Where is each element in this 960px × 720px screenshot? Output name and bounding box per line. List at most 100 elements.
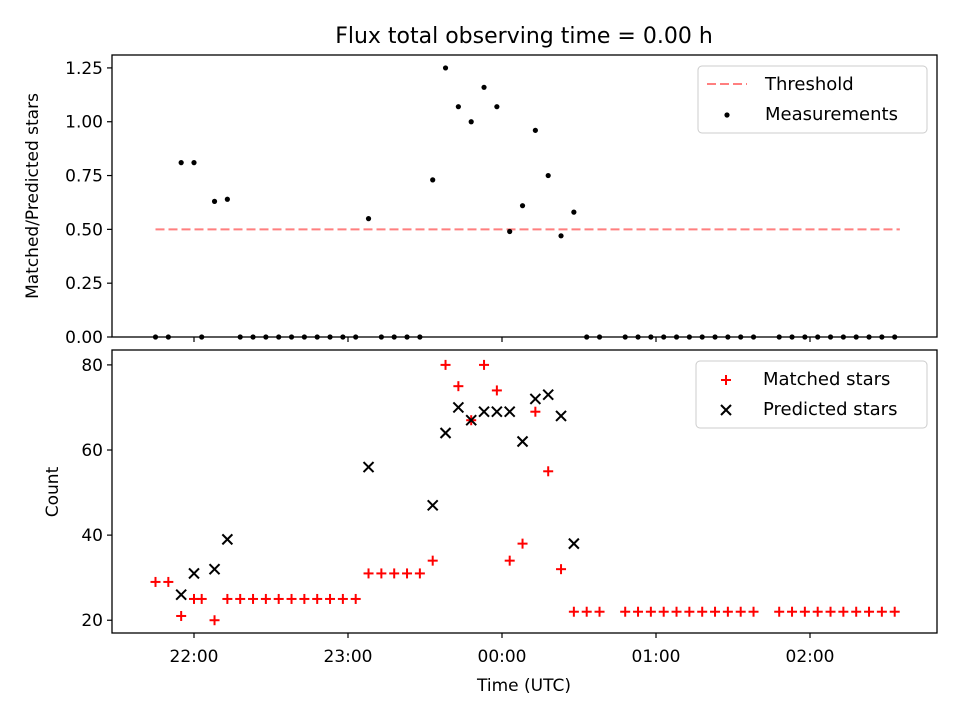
matched-star-point: [235, 593, 246, 604]
measurement-point: [237, 334, 243, 340]
measurement-point: [327, 334, 333, 340]
measurement-point: [840, 334, 846, 340]
matched-star-point: [427, 555, 438, 566]
measurement-point: [391, 334, 397, 340]
top-panel: Flux total observing time = 0.00 h Match…: [23, 24, 938, 348]
legend-predicted-label: Predicted stars: [763, 399, 897, 420]
legend-measurements-label: Measurements: [765, 104, 898, 125]
bottom-legend: Matched stars Predicted stars: [695, 360, 928, 429]
measurement-point: [211, 198, 218, 204]
predicted-star-point: [188, 567, 200, 580]
measurement-point: [738, 334, 744, 340]
matched-star-point: [176, 610, 187, 621]
top-ytick-label: 1.25: [65, 59, 103, 79]
matched-star-point: [376, 568, 387, 579]
measurement-point: [481, 84, 487, 90]
top-y-ticks: 0.00 0.25 0.50 0.75 1.00 1.25: [65, 59, 112, 348]
measurement-point: [199, 334, 205, 340]
top-ytick-label: 0.75: [65, 167, 103, 187]
matched-star-point: [838, 606, 849, 617]
top-ytick-label: 0.00: [65, 328, 103, 348]
bottom-panel: Count Time (UTC) 20 40 60 80 22:00 23:00 00:0…: [43, 349, 938, 696]
measurement-point: [853, 334, 859, 340]
measurement-point: [584, 334, 590, 340]
bottom-ytick-label: 20: [81, 611, 103, 631]
matched-star-point: [209, 615, 220, 626]
measurement-point: [622, 334, 628, 340]
predicted-star-point: [452, 401, 465, 414]
predicted-star-point: [208, 563, 221, 575]
measurement-point: [866, 334, 872, 340]
bottom-xtick-label: 02:00: [786, 647, 835, 667]
legend-matched-swatch: [721, 375, 731, 385]
bottom-xlabel: Time (UTC): [476, 676, 571, 696]
measurement-point: [712, 334, 718, 340]
measurement-point: [571, 209, 577, 215]
matched-star-point: [735, 606, 746, 617]
predicted-star-point: [542, 388, 554, 401]
matched-star-point: [479, 359, 490, 370]
measurement-point: [532, 127, 538, 133]
matched-star-point: [389, 568, 400, 579]
measurement-point: [468, 119, 474, 125]
bottom-plot-frame: [111, 349, 938, 634]
top-legend-box: [697, 65, 928, 134]
measurement-point: [494, 104, 500, 110]
measurement-point: [276, 334, 282, 340]
matched-star-point: [260, 593, 271, 604]
matched-star-point: [504, 555, 515, 566]
measurement-point: [353, 334, 359, 340]
legend-matched-marker: [721, 375, 731, 385]
measurement-point: [673, 334, 680, 340]
measurement-point: [892, 334, 898, 340]
bottom-xtick-label: 23:00: [324, 647, 373, 667]
measurement-point: [263, 334, 269, 340]
legend-matched-label: Matched stars: [763, 369, 890, 390]
legend-predicted-swatch: [720, 404, 732, 416]
measurement-point: [879, 334, 885, 340]
measurement-point: [827, 334, 834, 340]
top-ytick-label: 0.50: [65, 220, 103, 240]
predicted-star-point: [529, 393, 542, 405]
measurement-point: [686, 334, 692, 340]
bottom-legend-box: [695, 360, 928, 429]
matched-star-point: [787, 606, 798, 617]
predicted-star-point: [555, 410, 567, 422]
matched-star-point: [697, 606, 708, 617]
matched-star-point: [543, 466, 554, 477]
measurement-point: [648, 334, 654, 340]
legend-measurements-swatch: [724, 112, 730, 118]
measurement-point: [789, 334, 795, 340]
matched-star-point: [645, 606, 656, 617]
matched-star-point: [337, 593, 348, 604]
matched-star-point: [414, 568, 425, 579]
matched-star-point: [312, 593, 323, 604]
measurement-point: [802, 334, 808, 340]
matched-star-point: [684, 606, 695, 617]
matched-star-point: [633, 606, 644, 617]
measurement-point: [596, 334, 603, 340]
matched-star-point: [453, 381, 464, 392]
measurement-point: [725, 334, 731, 340]
top-plot-frame: [111, 54, 938, 338]
matched-star-point: [273, 593, 284, 604]
matched-star-point: [581, 606, 592, 617]
measurements-series: [152, 65, 898, 340]
predicted-star-point: [175, 588, 187, 601]
matched-star-point: [299, 593, 310, 604]
measurement-point: [815, 334, 821, 340]
bottom-y-ticks: 20 40 60 80: [81, 356, 112, 631]
top-legend: Threshold Measurements: [697, 65, 928, 134]
measurement-point: [314, 334, 320, 340]
measurement-point: [558, 233, 564, 239]
measurement-point: [776, 334, 782, 340]
matched-star-point: [620, 606, 631, 617]
matched-star-point: [150, 576, 161, 587]
bottom-ytick-label: 80: [81, 356, 103, 376]
bottom-xtick-label: 00:00: [478, 647, 527, 667]
matched-star-point: [363, 568, 374, 579]
measurement-point: [178, 160, 184, 166]
top-ytick-label: 1.00: [65, 113, 103, 133]
matched-star-point: [799, 606, 810, 617]
